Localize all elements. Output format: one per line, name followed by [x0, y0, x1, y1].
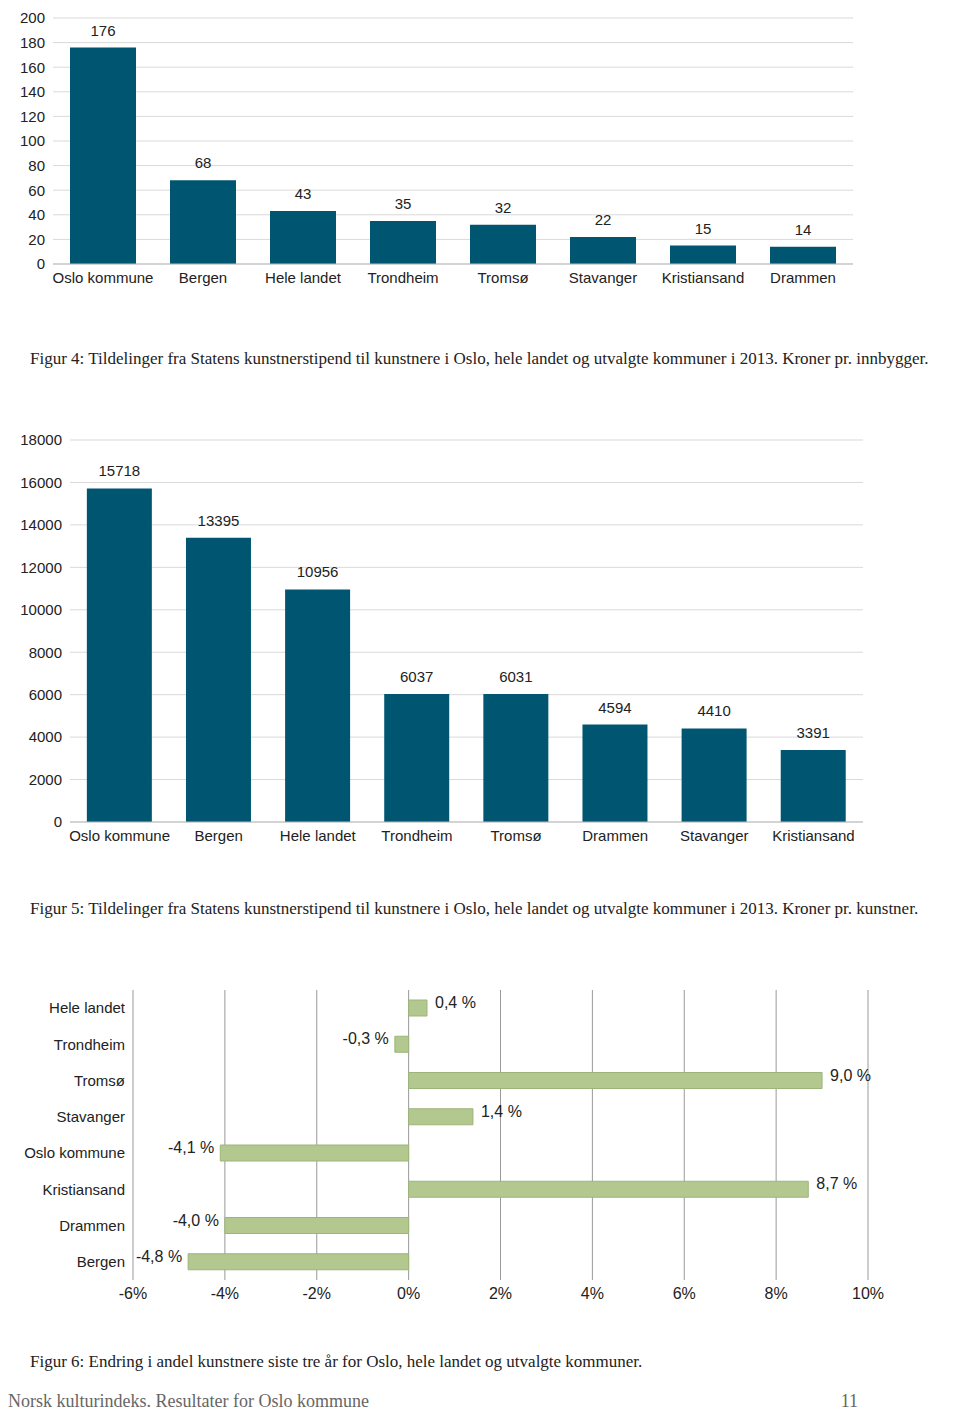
svg-text:180: 180 — [20, 34, 45, 51]
svg-text:Oslo kommune: Oslo kommune — [24, 1144, 125, 1161]
svg-text:-4,8 %: -4,8 % — [136, 1248, 182, 1265]
svg-text:10%: 10% — [852, 1285, 884, 1302]
svg-text:68: 68 — [195, 154, 212, 171]
svg-text:80: 80 — [28, 157, 45, 174]
svg-text:Stavanger: Stavanger — [57, 1108, 125, 1125]
svg-text:-4,0 %: -4,0 % — [173, 1212, 219, 1229]
svg-text:22: 22 — [595, 211, 612, 228]
svg-text:Hele landet: Hele landet — [280, 827, 357, 844]
svg-text:14: 14 — [795, 221, 812, 238]
svg-text:60: 60 — [28, 182, 45, 199]
svg-text:Tromsø: Tromsø — [74, 1072, 125, 1089]
html-text:11: 11 — [840, 1391, 858, 1411]
svg-text:12000: 12000 — [20, 559, 62, 576]
svg-text:43: 43 — [295, 185, 312, 202]
svg-text:8,7 %: 8,7 % — [816, 1175, 857, 1192]
svg-text:1,4 %: 1,4 % — [481, 1103, 522, 1120]
svg-text:6037: 6037 — [400, 668, 433, 685]
svg-text:Trondheim: Trondheim — [381, 827, 452, 844]
svg-text:Tromsø: Tromsø — [477, 269, 528, 286]
svg-text:Bergen: Bergen — [179, 269, 227, 286]
svg-text:15: 15 — [695, 220, 712, 237]
svg-text:Stavanger: Stavanger — [569, 269, 637, 286]
svg-text:2000: 2000 — [29, 771, 62, 788]
svg-text:32: 32 — [495, 199, 512, 216]
svg-text:40: 40 — [28, 206, 45, 223]
html-text:Figur 6: Endring i andel kunst: Figur 6: Endring i andel kunstnere siste… — [30, 1352, 643, 1371]
svg-text:18000: 18000 — [20, 431, 62, 448]
svg-text:Trondheim: Trondheim — [367, 269, 438, 286]
svg-text:Tromsø: Tromsø — [491, 827, 542, 844]
svg-text:160: 160 — [20, 59, 45, 76]
svg-text:9,0 %: 9,0 % — [830, 1067, 871, 1084]
svg-text:Hele landet: Hele landet — [49, 999, 126, 1016]
svg-text:6%: 6% — [673, 1285, 696, 1302]
svg-text:-6%: -6% — [119, 1285, 147, 1302]
svg-text:176: 176 — [90, 22, 115, 39]
svg-text:20: 20 — [28, 231, 45, 248]
svg-text:4410: 4410 — [697, 702, 730, 719]
svg-text:-4%: -4% — [211, 1285, 239, 1302]
svg-text:0: 0 — [37, 255, 45, 272]
svg-text:14000: 14000 — [20, 516, 62, 533]
svg-text:10000: 10000 — [20, 601, 62, 618]
svg-text:0: 0 — [54, 813, 62, 830]
svg-text:Kristiansand: Kristiansand — [662, 269, 745, 286]
svg-text:-2%: -2% — [303, 1285, 331, 1302]
svg-text:Stavanger: Stavanger — [680, 827, 748, 844]
svg-text:6031: 6031 — [499, 668, 532, 685]
svg-text:-0,3 %: -0,3 % — [343, 1030, 389, 1047]
svg-text:4000: 4000 — [29, 728, 62, 745]
svg-text:Oslo kommune: Oslo kommune — [69, 827, 170, 844]
svg-text:Kristiansand: Kristiansand — [772, 827, 855, 844]
svg-text:10956: 10956 — [297, 563, 339, 580]
svg-text:3391: 3391 — [797, 724, 830, 741]
html-text:Figur 5: Tildelinger fra State: Figur 5: Tildelinger fra Statens kunstne… — [30, 899, 919, 918]
svg-text:140: 140 — [20, 83, 45, 100]
svg-text:0,4 %: 0,4 % — [435, 994, 476, 1011]
svg-text:4%: 4% — [581, 1285, 604, 1302]
svg-text:100: 100 — [20, 132, 45, 149]
svg-text:Oslo kommune: Oslo kommune — [53, 269, 154, 286]
svg-text:8%: 8% — [765, 1285, 788, 1302]
svg-text:13395: 13395 — [198, 512, 240, 529]
svg-text:8000: 8000 — [29, 644, 62, 661]
svg-text:Drammen: Drammen — [582, 827, 648, 844]
svg-text:Drammen: Drammen — [59, 1217, 125, 1234]
svg-text:-4,1 %: -4,1 % — [168, 1139, 214, 1156]
svg-text:Bergen: Bergen — [195, 827, 243, 844]
svg-text:4594: 4594 — [598, 699, 631, 716]
svg-text:120: 120 — [20, 108, 45, 125]
svg-text:Trondheim: Trondheim — [54, 1036, 125, 1053]
svg-text:6000: 6000 — [29, 686, 62, 703]
svg-text:2%: 2% — [489, 1285, 512, 1302]
svg-text:Kristiansand: Kristiansand — [42, 1181, 125, 1198]
svg-text:16000: 16000 — [20, 474, 62, 491]
svg-text:15718: 15718 — [98, 462, 140, 479]
html-text:Norsk kulturindeks. Resultater: Norsk kulturindeks. Resultater for Oslo … — [8, 1391, 369, 1411]
svg-text:200: 200 — [20, 9, 45, 26]
svg-text:Hele landet: Hele landet — [265, 269, 342, 286]
svg-text:Bergen: Bergen — [77, 1253, 125, 1270]
svg-text:Drammen: Drammen — [770, 269, 836, 286]
html-text:Figur 4: Tildelinger fra State: Figur 4: Tildelinger fra Statens kunstne… — [30, 349, 929, 368]
svg-text:0%: 0% — [397, 1285, 420, 1302]
svg-text:35: 35 — [395, 195, 412, 212]
